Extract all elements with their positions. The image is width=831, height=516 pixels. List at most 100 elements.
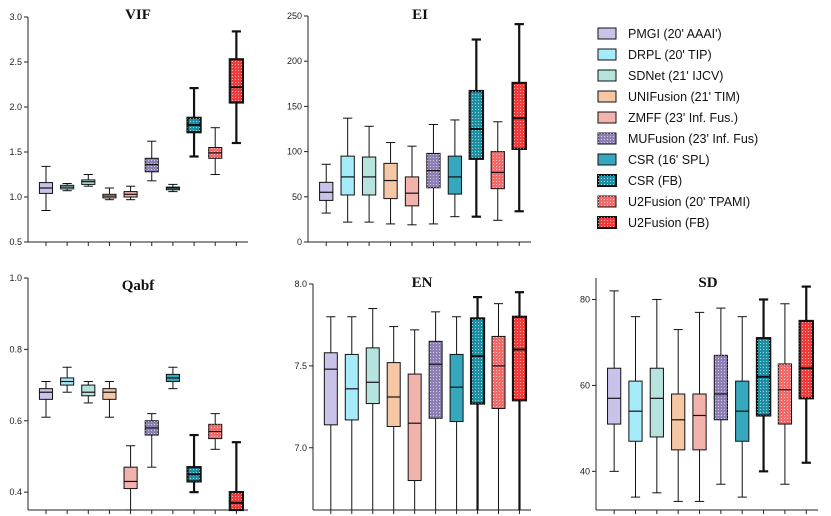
box-mufusion-23-inf-fus (428, 311, 443, 510)
box-pattern (469, 91, 483, 159)
legend-item-pmgi-20-aaai: PMGI (20' AAAI') (597, 27, 722, 41)
box-iqr (449, 353, 464, 423)
box-iqr (361, 156, 377, 196)
box-pmgi-20-aaai (607, 290, 622, 472)
panel-qabf: Qabf 0.4 0.6 0.8 1.0 (9, 273, 248, 514)
box-pmgi-20-aaai (323, 316, 338, 510)
y-tick-label: 250 (287, 11, 302, 21)
box-pmgi-20-aaai (319, 163, 334, 214)
legend-swatch-pattern (598, 196, 616, 207)
y-tick-label: 0.8 (9, 344, 22, 354)
box-csr-fb (468, 38, 485, 218)
legend-swatch (597, 153, 617, 166)
box-unifusion-21-tim (102, 187, 117, 201)
box-pattern (471, 318, 485, 404)
box-u2fusion-fb (511, 291, 528, 510)
box-u2fusion-fb (511, 23, 527, 213)
box-zmff-23-inf-fus (407, 329, 422, 510)
legend-swatch-pattern (598, 175, 616, 186)
y-tick-label: 0 (297, 237, 302, 247)
panel-title: EI (412, 7, 428, 23)
box-u2fusion-fb (228, 30, 245, 145)
legend-swatch (597, 111, 617, 124)
box-unifusion-21-tim (102, 381, 117, 418)
box-sdnet-21-ijcv (365, 308, 380, 510)
box-csr-fb (186, 433, 202, 494)
y-tick-label: 1.0 (9, 273, 22, 283)
y-tick-label: 3.0 (9, 12, 22, 22)
box-mufusion-23-inf-fus (426, 123, 441, 225)
box-mufusion-23-inf-fus (713, 307, 728, 485)
box-csr-fb (755, 298, 772, 473)
box-csr-fb (469, 296, 486, 510)
box-pattern (492, 336, 506, 409)
y-tick-label: 80 (580, 294, 590, 304)
box-iqr (407, 373, 422, 482)
legend-label: CSR (FB) (628, 174, 682, 188)
legend: PMGI (20' AAAI') DRPL (20' TIP) SDNet (21'… (597, 27, 758, 230)
box-csr-16-spl (165, 183, 180, 193)
box-pattern (799, 320, 813, 399)
box-pattern (512, 82, 526, 149)
legend-swatch (597, 48, 617, 61)
box-drpl-20-tip (60, 183, 75, 192)
box-zmff-23-inf-fus (123, 185, 138, 201)
y-tick-label: 0.5 (9, 237, 22, 247)
box-pmgi-20-aaai (38, 165, 54, 211)
box-csr-16-spl (735, 316, 750, 498)
panel-title: VIF (125, 7, 151, 23)
legend-label: PMGI (20' AAAI') (628, 27, 722, 41)
box-sdnet-21-ijcv (81, 174, 96, 187)
legend-swatch (597, 69, 617, 82)
legend-swatch-pattern (598, 133, 616, 144)
legend-item-unifusion-21-tim: UNIFusion (21' TIM) (597, 90, 740, 104)
box-pattern (491, 151, 505, 189)
legend-item-mufusion-23-inf-fus: MUFusion (23' Inf. Fus) (597, 132, 758, 146)
box-csr-16-spl (165, 366, 180, 390)
box-iqr (404, 176, 420, 207)
box-pattern (512, 316, 526, 401)
legend-label: CSR (16' SPL) (628, 153, 710, 167)
legend-label: MUFusion (23' Inf. Fus) (628, 132, 758, 146)
y-tick-label: 1.0 (9, 192, 22, 202)
y-tick-label: 7.5 (294, 361, 307, 371)
legend-label: UNIFusion (21' TIM) (628, 90, 740, 104)
panel-title: EN (412, 275, 433, 291)
legend-swatch (597, 90, 617, 103)
chart-panels: VIF 0.5 1.0 1.5 2.0 2.5 3.0 EI 0 50 100 150 200 250 Qa… (9, 7, 818, 514)
y-tick-label: 50 (292, 192, 302, 202)
y-tick-label: 2.5 (9, 57, 22, 67)
legend-label: DRPL (20' TIP) (628, 48, 712, 62)
legend-swatch-pattern (598, 217, 616, 228)
box-iqr (340, 155, 355, 196)
box-mufusion-23-inf-fus (144, 140, 159, 182)
box-iqr (81, 384, 96, 397)
panel-ei: EI 0 50 100 150 200 250 (287, 7, 531, 247)
box-sdnet-21-ijcv (361, 125, 377, 223)
y-tick-label: 200 (287, 56, 302, 66)
box-u2fusion-20-tpami (777, 303, 793, 485)
y-tick-label: 60 (580, 380, 590, 390)
box-iqr (607, 367, 622, 425)
legend-swatch (597, 27, 617, 40)
box-unifusion-21-tim (386, 326, 401, 510)
box-iqr (123, 466, 138, 490)
box-pattern (429, 341, 443, 419)
legend-item-u2fusion-fb: U2Fusion (FB) (597, 216, 709, 230)
box-pattern (714, 355, 728, 420)
panel-sd: SD 40 60 80 (580, 275, 818, 514)
y-tick-label: 0.4 (9, 487, 22, 497)
box-iqr (344, 353, 359, 421)
y-tick-label: 2.0 (9, 102, 22, 112)
box-u2fusion-fb (798, 285, 814, 464)
box-iqr (447, 155, 463, 195)
legend-label: U2Fusion (20' TPAMI) (628, 195, 750, 209)
box-sdnet-21-ijcv (81, 381, 96, 404)
y-tick-label: 7.0 (294, 443, 307, 453)
box-csr-16-spl (447, 119, 463, 218)
box-iqr (692, 393, 707, 451)
legend-item-zmff-23-inf-fus: ZMFF (23' Inf. Fus.) (597, 111, 738, 125)
box-iqr (319, 181, 334, 201)
box-drpl-20-tip (344, 316, 359, 510)
